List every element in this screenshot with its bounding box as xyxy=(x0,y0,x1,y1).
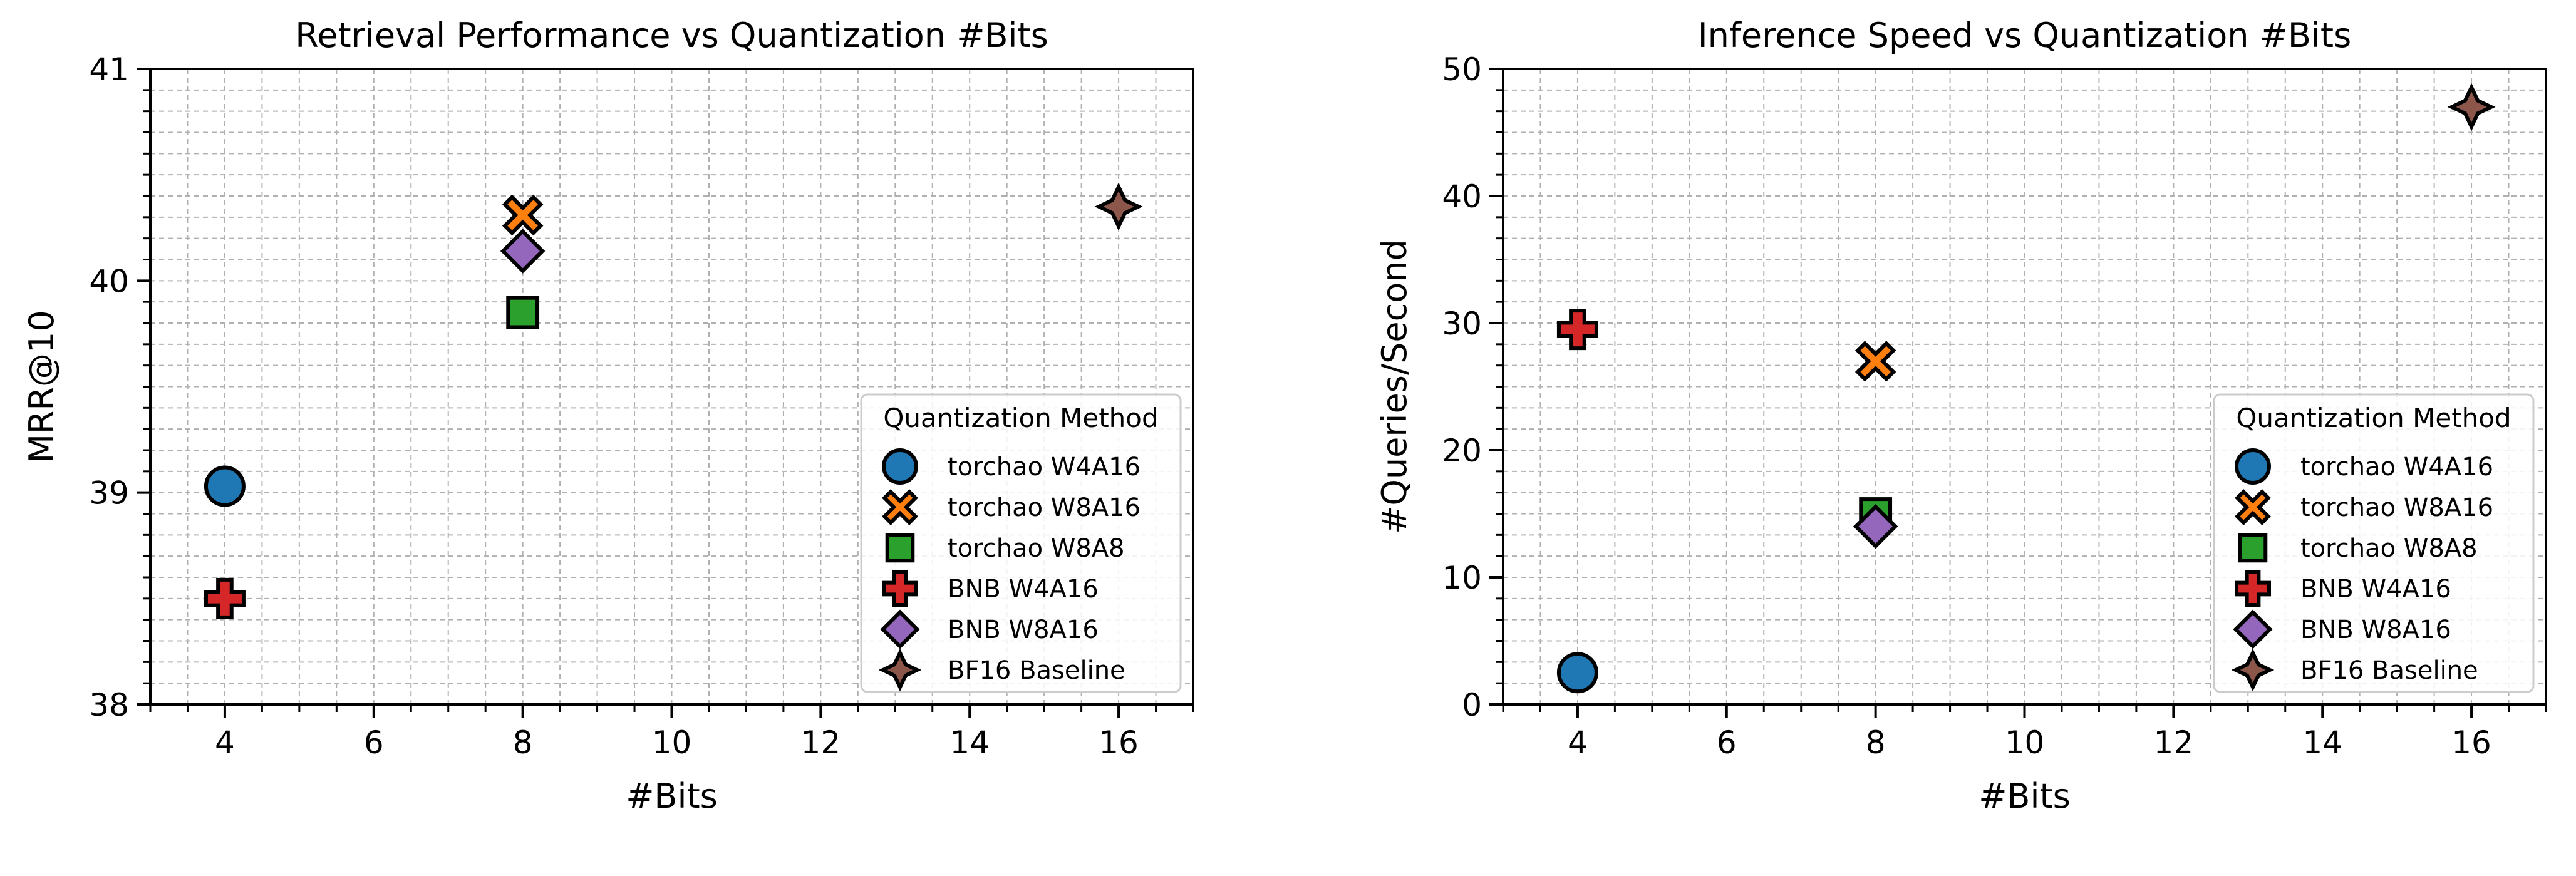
legend-label: BF16 Baseline xyxy=(2300,656,2478,685)
point-bf16-baseline xyxy=(1094,182,1143,231)
point-bnb-w8a16 xyxy=(1853,504,1898,549)
legend-label: BF16 Baseline xyxy=(948,656,1125,685)
legend-marker xyxy=(882,448,918,485)
legend-marker xyxy=(880,609,920,649)
y-tick-label: 38 xyxy=(89,687,129,723)
point-bnb-w4a16 xyxy=(1556,309,1598,351)
x-tick-label: 10 xyxy=(2005,724,2045,761)
x-tick-label: 16 xyxy=(1099,724,1139,761)
chart-title: Inference Speed vs Quantization #Bits xyxy=(1698,16,2351,55)
y-tick-label: 0 xyxy=(1462,687,1482,723)
legend-marker xyxy=(885,533,915,563)
y-tick-label: 50 xyxy=(1442,51,1482,88)
legend-title: Quantization Method xyxy=(883,403,1158,433)
y-axis-label: MRR@10 xyxy=(22,310,61,463)
legend-marker xyxy=(882,570,918,607)
x-tick-label: 14 xyxy=(949,724,990,761)
legend-label: torchao W8A8 xyxy=(948,534,1125,563)
legend-marker xyxy=(882,489,918,525)
legend-title: Quantization Method xyxy=(2236,403,2511,433)
point-bf16-baseline xyxy=(2447,83,2496,131)
legend-label: torchao W8A16 xyxy=(2300,493,2493,522)
point-torchao-w8a8 xyxy=(506,296,540,329)
legend-label: torchao W4A16 xyxy=(948,453,1141,482)
legend-label: torchao W8A16 xyxy=(948,493,1141,522)
legend-marker xyxy=(878,648,922,692)
x-tick-label: 4 xyxy=(1568,724,1588,761)
y-tick-label: 41 xyxy=(89,51,129,88)
legend-marker xyxy=(2235,448,2271,485)
chart-2: 4 6 8 10 12 14 16 0 10 20 30 40 50 Inference Speed vs… xyxy=(1375,16,2547,816)
y-tick-label: 39 xyxy=(89,475,129,512)
legend-marker xyxy=(2231,648,2275,692)
y-tick-label: 40 xyxy=(1442,178,1482,215)
y-tick-label: 20 xyxy=(1442,433,1482,469)
chart-title: Retrieval Performance vs Quantization #B… xyxy=(295,16,1048,55)
point-torchao-w8a16 xyxy=(502,194,544,236)
legend-marker xyxy=(2233,609,2273,649)
chart-1: 4 6 8 10 12 14 16 38 39 40 41 Retrieval Performance… xyxy=(22,16,1194,816)
x-tick-label: 6 xyxy=(364,724,384,761)
x-tick-label: 14 xyxy=(2302,724,2342,761)
point-torchao-w4a16 xyxy=(204,465,246,507)
legend-box xyxy=(860,393,1182,693)
x-tick-label: 16 xyxy=(2451,724,2491,761)
x-tick-label: 8 xyxy=(513,724,533,761)
point-bnb-w8a16 xyxy=(500,229,546,274)
legend-label: BNB W8A16 xyxy=(2300,616,2451,644)
x-tick-label: 4 xyxy=(215,724,235,761)
x-axis-label: #Bits xyxy=(626,776,718,816)
legend-label: BNB W8A16 xyxy=(948,616,1099,644)
legend-marker xyxy=(2235,489,2271,525)
point-bnb-w4a16 xyxy=(204,577,246,619)
y-tick-label: 30 xyxy=(1442,306,1482,342)
legend-marker xyxy=(2238,533,2268,563)
x-tick-label: 8 xyxy=(1866,724,1886,761)
x-tick-label: 6 xyxy=(1717,724,1737,761)
x-tick-label: 12 xyxy=(801,724,841,761)
data-points xyxy=(1556,83,2496,694)
y-tick-label: 40 xyxy=(89,263,129,299)
legend: Quantization Method torchao W4A16 torchao … xyxy=(860,393,1182,693)
legend-label: BNB W4A16 xyxy=(2300,575,2451,604)
x-tick-label: 10 xyxy=(652,724,692,761)
legend-label: torchao W8A8 xyxy=(2300,534,2478,563)
x-axis-label: #Bits xyxy=(1979,776,2071,816)
data-points xyxy=(204,182,1143,619)
legend-label: BNB W4A16 xyxy=(948,575,1099,604)
x-tick-label: 12 xyxy=(2154,724,2194,761)
point-torchao-w8a16 xyxy=(1854,341,1896,382)
legend-label: torchao W4A16 xyxy=(2300,453,2493,482)
legend-box xyxy=(2213,393,2535,693)
point-torchao-w4a16 xyxy=(1556,652,1598,694)
y-tick-label: 10 xyxy=(1442,560,1482,596)
y-axis-label: #Queries/Second xyxy=(1375,239,1414,534)
legend-marker xyxy=(2235,570,2271,607)
legend: Quantization Method torchao W4A16 torchao … xyxy=(2213,393,2535,693)
